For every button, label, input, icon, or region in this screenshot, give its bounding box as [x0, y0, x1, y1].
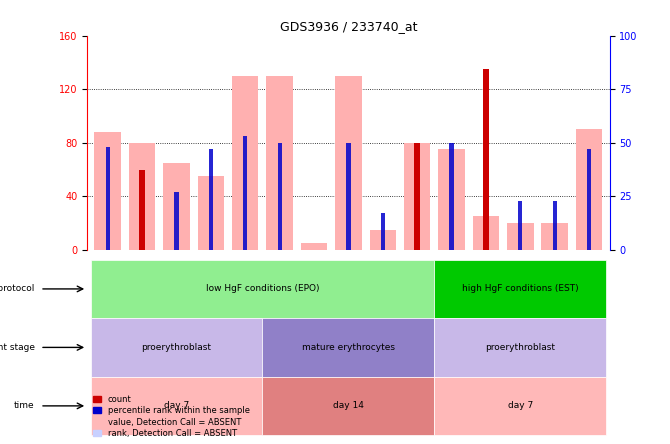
Bar: [346, 143, 350, 250]
Bar: [232, 76, 259, 250]
FancyBboxPatch shape: [434, 377, 606, 435]
Text: growth protocol: growth protocol: [0, 285, 35, 293]
FancyBboxPatch shape: [263, 377, 434, 435]
Bar: [415, 162, 419, 250]
Bar: [541, 223, 568, 250]
Bar: [301, 243, 327, 250]
Bar: [576, 129, 602, 250]
Text: time: time: [14, 401, 35, 410]
Bar: [414, 143, 420, 250]
Bar: [106, 147, 110, 250]
FancyBboxPatch shape: [90, 318, 263, 377]
Bar: [140, 186, 144, 250]
Bar: [473, 216, 499, 250]
Text: day 14: day 14: [333, 401, 364, 410]
FancyBboxPatch shape: [90, 377, 263, 435]
Bar: [587, 149, 591, 250]
Bar: [518, 201, 523, 250]
Bar: [139, 170, 145, 250]
Bar: [94, 132, 121, 250]
Legend: count, percentile rank within the sample, value, Detection Call = ABSENT, rank, : count, percentile rank within the sample…: [91, 393, 252, 440]
Bar: [163, 163, 190, 250]
Bar: [277, 143, 282, 250]
FancyBboxPatch shape: [434, 318, 606, 377]
FancyBboxPatch shape: [434, 260, 606, 318]
Bar: [174, 192, 179, 250]
Text: high HgF conditions (EST): high HgF conditions (EST): [462, 285, 579, 293]
Bar: [404, 143, 430, 250]
Bar: [267, 76, 293, 250]
Bar: [209, 149, 213, 250]
FancyBboxPatch shape: [90, 260, 434, 318]
Bar: [483, 69, 489, 250]
Bar: [129, 143, 155, 250]
Title: GDS3936 / 233740_at: GDS3936 / 233740_at: [279, 20, 417, 33]
Text: development stage: development stage: [0, 343, 35, 352]
Bar: [381, 214, 385, 250]
Text: proerythroblast: proerythroblast: [485, 343, 555, 352]
Text: day 7: day 7: [164, 401, 189, 410]
Bar: [450, 143, 454, 250]
Bar: [370, 230, 396, 250]
Bar: [438, 150, 465, 250]
Text: low HgF conditions (EPO): low HgF conditions (EPO): [206, 285, 319, 293]
Bar: [198, 176, 224, 250]
Text: day 7: day 7: [508, 401, 533, 410]
Bar: [507, 223, 533, 250]
Bar: [243, 136, 247, 250]
Text: proerythroblast: proerythroblast: [141, 343, 212, 352]
Bar: [553, 201, 557, 250]
FancyBboxPatch shape: [263, 318, 434, 377]
Bar: [484, 136, 488, 250]
Bar: [335, 76, 362, 250]
Text: mature erythrocytes: mature erythrocytes: [302, 343, 395, 352]
